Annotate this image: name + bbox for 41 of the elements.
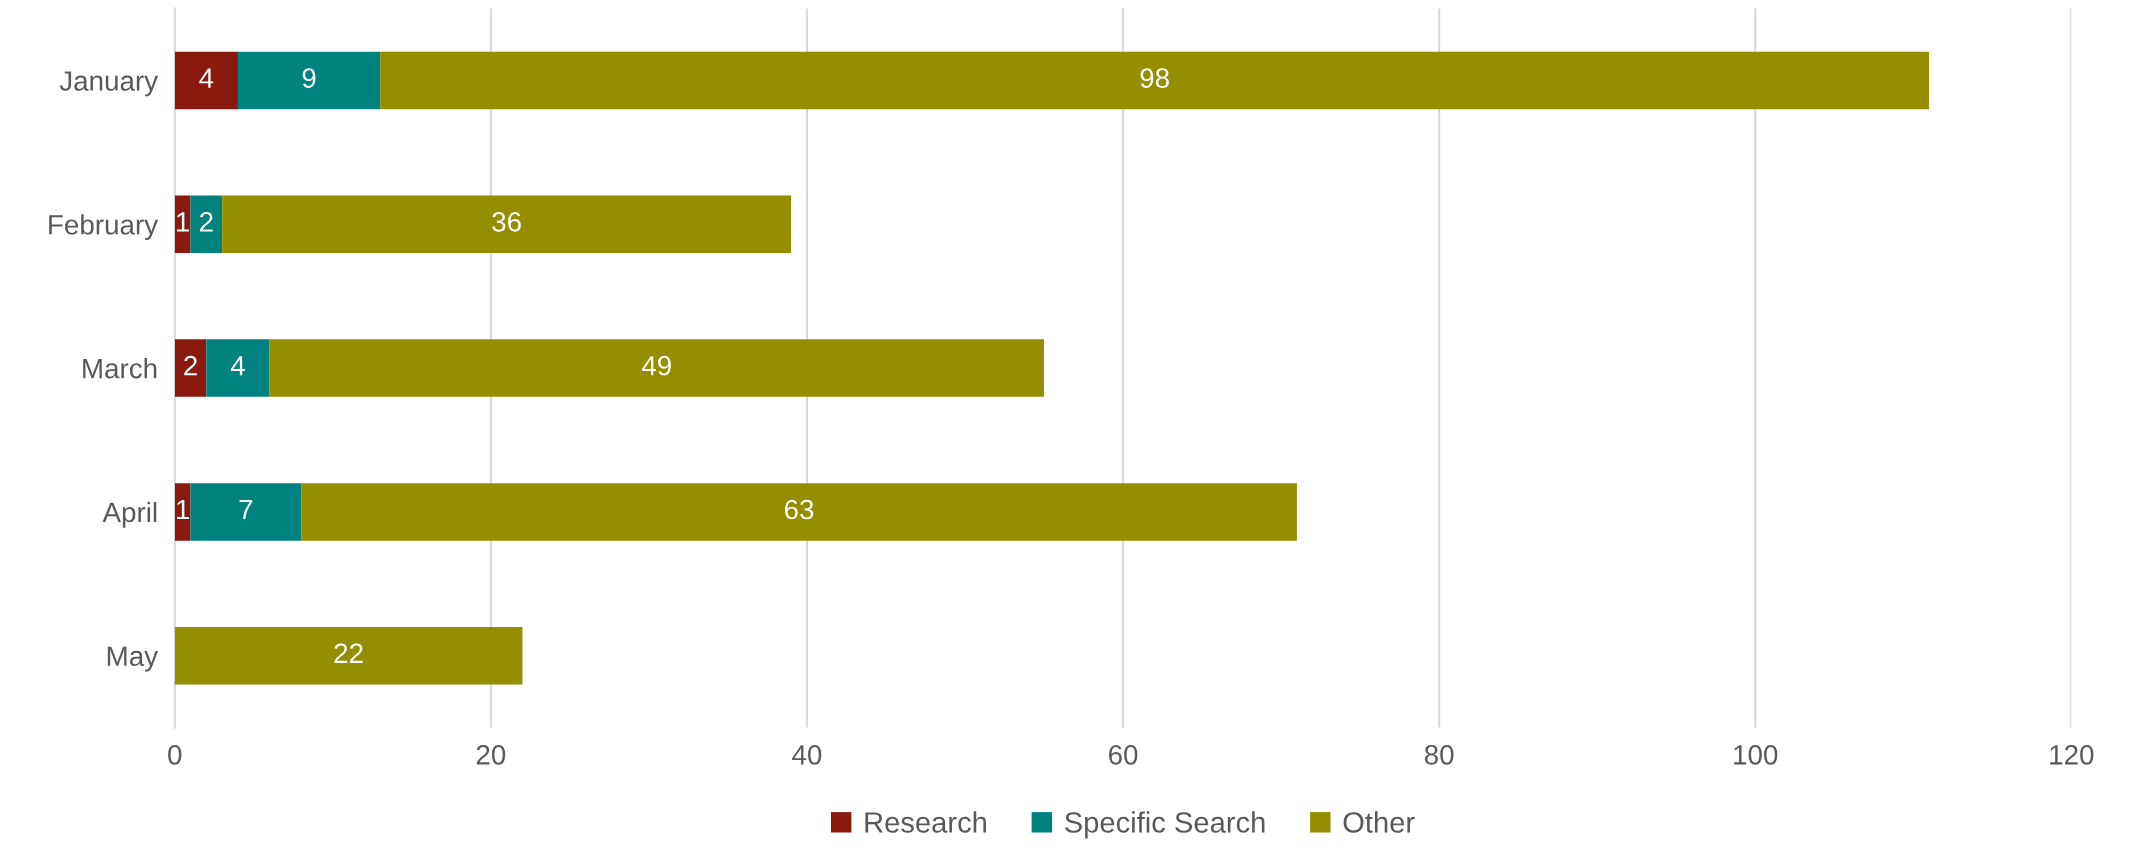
bar [174, 483, 191, 541]
legend-label: Research [865, 811, 986, 833]
bar [237, 51, 381, 110]
data-label: 36 [492, 212, 521, 232]
data-label: 1 [177, 212, 190, 232]
bar [174, 339, 207, 397]
bar [190, 483, 302, 541]
y-tick-label: May [107, 646, 159, 672]
data-label: 9 [302, 68, 316, 88]
x-tick-label: 40 [792, 745, 822, 765]
y-tick-label: February [49, 214, 159, 241]
data-label: 4 [230, 356, 245, 376]
x-tick-label: 80 [1424, 745, 1454, 765]
legend-label: Specific Search [1065, 811, 1265, 839]
bar [380, 51, 1930, 110]
y-tick-label: March [83, 358, 157, 379]
data-label: 49 [641, 355, 671, 376]
x-tick-label: 100 [1734, 745, 1778, 765]
x-tick-label: 60 [1109, 745, 1138, 765]
bar [190, 195, 223, 254]
bar [174, 51, 238, 110]
data-label: 22 [334, 643, 363, 663]
bar [206, 339, 270, 397]
bar [174, 626, 523, 685]
data-label: 4 [199, 68, 214, 88]
data-label: 1 [177, 499, 190, 520]
data-label: 98 [1140, 68, 1169, 88]
bar [174, 195, 191, 254]
x-tick-label: 20 [476, 745, 506, 765]
x-tick-label: 120 [2050, 745, 2094, 765]
y-tick-label: April [102, 501, 157, 528]
x-tick-label: 0 [168, 745, 182, 765]
legend-label: Other [1343, 811, 1415, 833]
data-label: 63 [785, 499, 814, 520]
y-tick-label: January [59, 71, 159, 97]
bar [301, 483, 1297, 541]
bar [222, 195, 792, 254]
data-label: 7 [239, 499, 253, 520]
data-label: 2 [200, 212, 213, 232]
data-label: 2 [184, 355, 197, 376]
bar [269, 339, 1045, 397]
